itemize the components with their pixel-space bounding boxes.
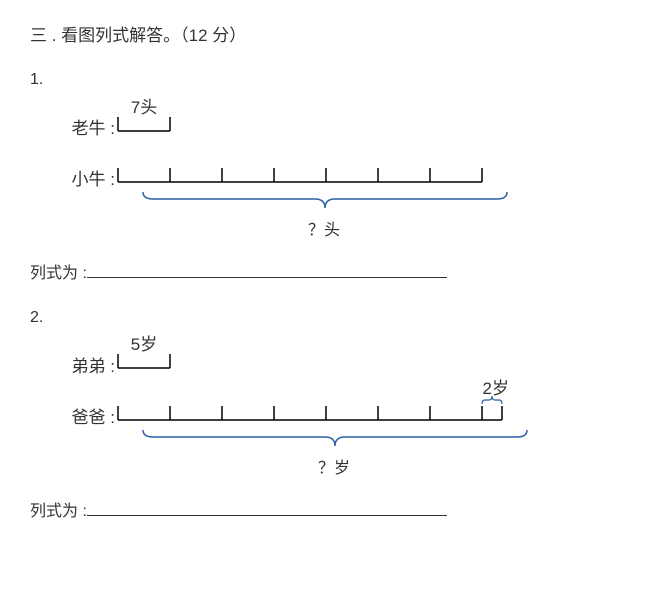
p2-row2-bar: 2岁 [117,405,503,431]
p2-brace-row: ？岁 [142,429,616,481]
p2-row1-bar: 5岁 [117,353,171,379]
p1-row1-value: 7头 [117,94,171,121]
p2-answer-prefix: 列式为 : [30,499,87,525]
p2-question-label: ？岁 [142,456,526,482]
p1-row2-label: 小牛 : [55,166,117,193]
p1-answer-prefix: 列式为 : [30,261,87,287]
p2-answer-line: 列式为 : [30,499,616,525]
p1-brace-row: ？头 [142,191,616,243]
p2-row2-svg [117,406,503,422]
problem-1-number: 1. [30,67,616,93]
problem-2-diagram: 弟弟 : 5岁 爸爸 : 2岁 ？岁 [55,353,616,482]
p2-row1-label: 弟弟 : [55,353,117,380]
p2-extra-label: 2岁 [483,375,509,402]
p1-brace-svg [142,191,508,209]
p1-question-label: ？头 [142,218,506,244]
p1-row1-bar: 7头 [117,116,171,142]
p2-row1-value: 5岁 [117,331,171,358]
p2-answer-blank[interactable] [87,515,447,516]
p2-row2-label: 爸爸 : [55,404,117,431]
p1-answer-line: 列式为 : [30,261,616,287]
p1-answer-blank[interactable] [87,277,447,278]
p1-row1-label: 老牛 : [55,115,117,142]
p1-row-old-ox: 老牛 : 7头 [55,115,616,142]
p1-row2-svg [117,168,483,184]
problem-2-number: 2. [30,305,616,331]
p2-brace-svg [142,429,528,447]
section-title: 三 . 看图列式解答。（12 分） [30,22,616,49]
p1-row2-bar [117,167,483,193]
problem-1-diagram: 老牛 : 7头 小牛 : ？头 [55,115,616,244]
p2-row-brother: 弟弟 : 5岁 [55,353,616,380]
p2-row-father: 爸爸 : 2岁 [55,404,616,431]
p1-row-young-ox: 小牛 : [55,166,616,193]
